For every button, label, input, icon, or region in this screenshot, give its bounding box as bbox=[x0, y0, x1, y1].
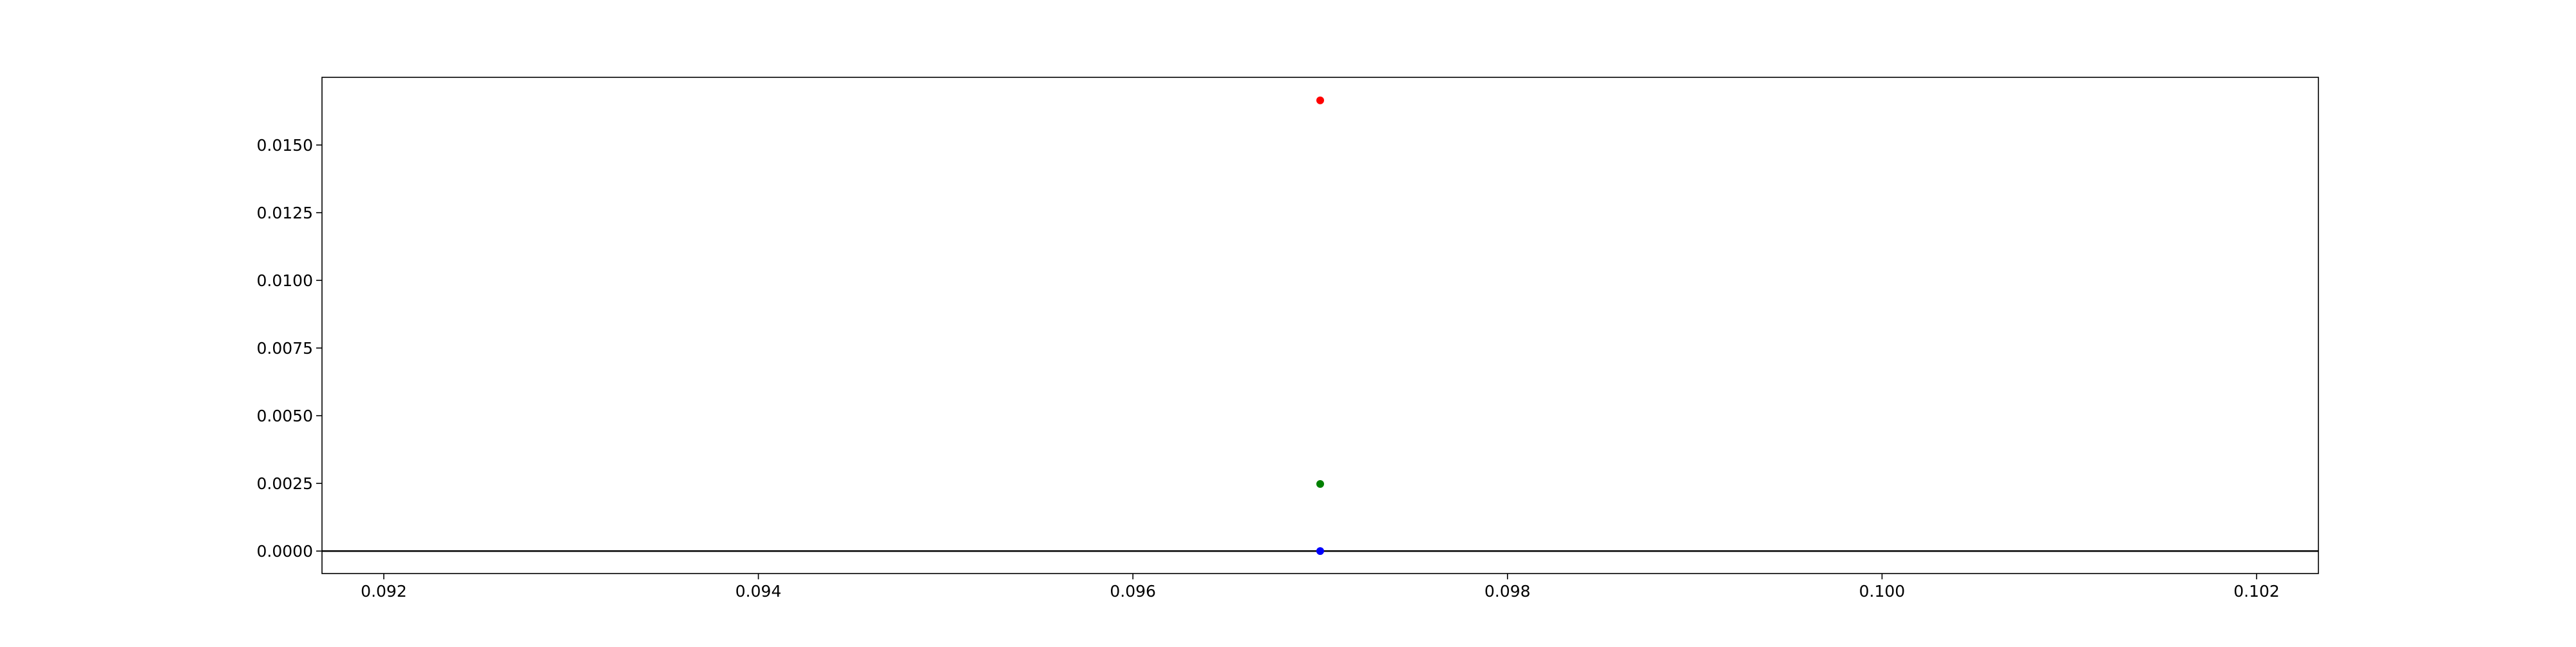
data-point-series-1 bbox=[1316, 96, 1324, 104]
data-point-series-3 bbox=[1316, 547, 1324, 555]
y-axis-ticks: 0.0000 0.0025 0.0050 0.0075 0.0100 0.0125 0.01… bbox=[257, 136, 322, 561]
y-tick-label: 0.0150 bbox=[257, 136, 313, 155]
y-tick-label: 0.0050 bbox=[257, 407, 313, 425]
x-tick-label: 0.098 bbox=[1484, 582, 1531, 601]
data-points bbox=[1316, 96, 1324, 555]
plot-frame bbox=[321, 77, 2319, 574]
y-tick-label: 0.0000 bbox=[257, 542, 313, 561]
x-tick-label: 0.102 bbox=[2233, 582, 2280, 601]
y-tick-label: 0.0100 bbox=[257, 271, 313, 290]
y-tick-label: 0.0125 bbox=[257, 204, 313, 222]
x-tick-label: 0.096 bbox=[1110, 582, 1156, 601]
x-tick-label: 0.094 bbox=[735, 582, 782, 601]
data-point-series-2 bbox=[1316, 479, 1324, 488]
x-tick-label: 0.100 bbox=[1859, 582, 1906, 601]
x-tick-label: 0.092 bbox=[361, 582, 407, 601]
y-tick-label: 0.0075 bbox=[257, 339, 313, 358]
y-tick-label: 0.0025 bbox=[257, 474, 313, 493]
x-axis-ticks: 0.092 0.094 0.096 0.098 0.100 0.102 bbox=[361, 574, 2280, 601]
